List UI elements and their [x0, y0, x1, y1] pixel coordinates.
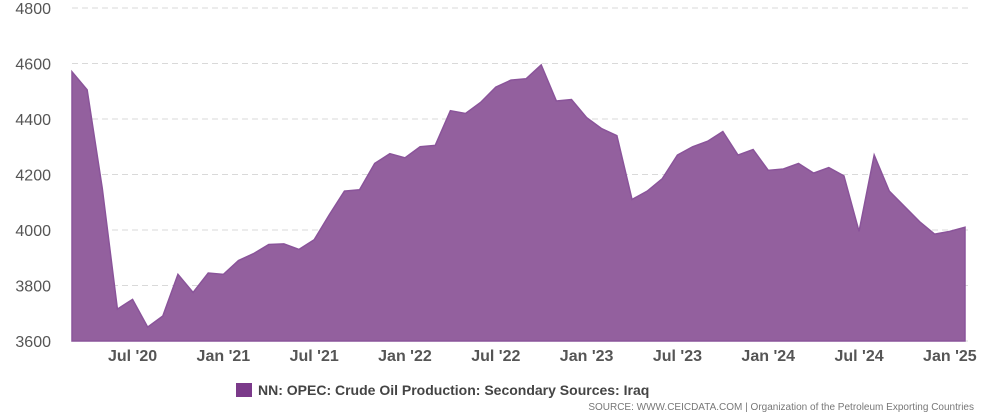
y-tick-label: 4800 [15, 1, 51, 18]
data-point[interactable] [235, 258, 241, 264]
data-point[interactable] [796, 160, 802, 166]
data-point[interactable] [856, 228, 862, 234]
y-tick-label: 4400 [15, 112, 51, 129]
data-point[interactable] [281, 241, 287, 247]
y-tick-label: 3600 [15, 334, 51, 351]
data-point[interactable] [99, 185, 105, 191]
data-point[interactable] [599, 126, 605, 132]
data-point[interactable] [780, 166, 786, 172]
data-point[interactable] [372, 160, 378, 166]
data-point[interactable] [130, 296, 136, 302]
data-point[interactable] [311, 237, 317, 243]
data-point[interactable] [568, 97, 574, 103]
data-point[interactable] [750, 147, 756, 153]
legend-swatch [236, 383, 252, 397]
data-point[interactable] [584, 115, 590, 121]
data-point[interactable] [402, 155, 408, 161]
data-point[interactable] [871, 152, 877, 158]
data-point[interactable] [659, 176, 665, 182]
data-point[interactable] [826, 165, 832, 171]
data-point[interactable] [266, 241, 272, 247]
data-point[interactable] [114, 306, 120, 312]
x-tick-label: Jul '23 [653, 348, 702, 365]
x-tick-label: Jul '22 [471, 348, 520, 365]
x-tick-label: Jan '21 [197, 348, 251, 365]
data-point[interactable] [417, 144, 423, 150]
data-point[interactable] [326, 212, 332, 218]
data-point[interactable] [478, 99, 484, 105]
data-point[interactable] [145, 324, 151, 330]
series-area-path [71, 63, 966, 342]
legend-label: NN: OPEC: Crude Oil Production: Secondar… [258, 382, 650, 398]
data-point[interactable] [69, 69, 75, 75]
x-tick-label: Jan '25 [923, 348, 977, 365]
data-point[interactable] [690, 144, 696, 150]
source-note: SOURCE: WWW.CEICDATA.COM | Organization … [588, 402, 974, 413]
x-tick-label: Jul '20 [108, 348, 157, 365]
data-point[interactable] [447, 108, 453, 114]
data-point[interactable] [644, 188, 650, 194]
data-point[interactable] [932, 231, 938, 237]
data-point[interactable] [251, 251, 257, 257]
y-tick-label: 4600 [15, 57, 51, 74]
data-point[interactable] [553, 98, 559, 104]
data-point[interactable] [841, 173, 847, 179]
y-tick-label: 4000 [15, 223, 51, 240]
data-point[interactable] [508, 77, 514, 83]
data-point[interactable] [387, 151, 393, 157]
data-point[interactable] [205, 270, 211, 276]
data-point[interactable] [705, 138, 711, 144]
data-point[interactable] [220, 271, 226, 277]
data-point[interactable] [175, 271, 181, 277]
data-point[interactable] [84, 87, 90, 93]
data-point[interactable] [917, 219, 923, 225]
x-axis-ticks: Jul '20 Jan '21 Jul '21 Jan '22 Jul '22 Jan '… [108, 348, 977, 365]
data-point[interactable] [523, 76, 529, 82]
data-point[interactable] [629, 196, 635, 202]
data-point[interactable] [735, 152, 741, 158]
data-point[interactable] [886, 188, 892, 194]
data-point[interactable] [357, 187, 363, 193]
data-point[interactable] [160, 313, 166, 319]
data-point[interactable] [962, 224, 968, 230]
series-area [69, 62, 968, 342]
data-point[interactable] [765, 167, 771, 173]
legend[interactable]: NN: OPEC: Crude Oil Production: Secondar… [236, 382, 649, 398]
data-point[interactable] [811, 170, 817, 176]
x-tick-label: Jan '24 [741, 348, 795, 365]
data-point[interactable] [341, 188, 347, 194]
x-tick-label: Jan '23 [560, 348, 614, 365]
y-tick-label: 4200 [15, 168, 51, 185]
data-point[interactable] [190, 289, 196, 295]
data-point[interactable] [296, 246, 302, 252]
x-tick-label: Jul '24 [834, 348, 883, 365]
data-point[interactable] [463, 110, 469, 116]
x-tick-label: Jan '22 [378, 348, 432, 365]
data-point[interactable] [493, 84, 499, 90]
y-axis-ticks: 3600 3800 4000 4200 4400 4600 4800 [15, 1, 51, 351]
data-point[interactable] [432, 142, 438, 148]
data-point[interactable] [720, 128, 726, 134]
data-point[interactable] [614, 133, 620, 139]
data-point[interactable] [947, 228, 953, 234]
data-point[interactable] [538, 62, 544, 68]
x-tick-label: Jul '21 [290, 348, 339, 365]
y-tick-label: 3800 [15, 279, 51, 296]
data-point[interactable] [674, 152, 680, 158]
data-point[interactable] [901, 203, 907, 209]
